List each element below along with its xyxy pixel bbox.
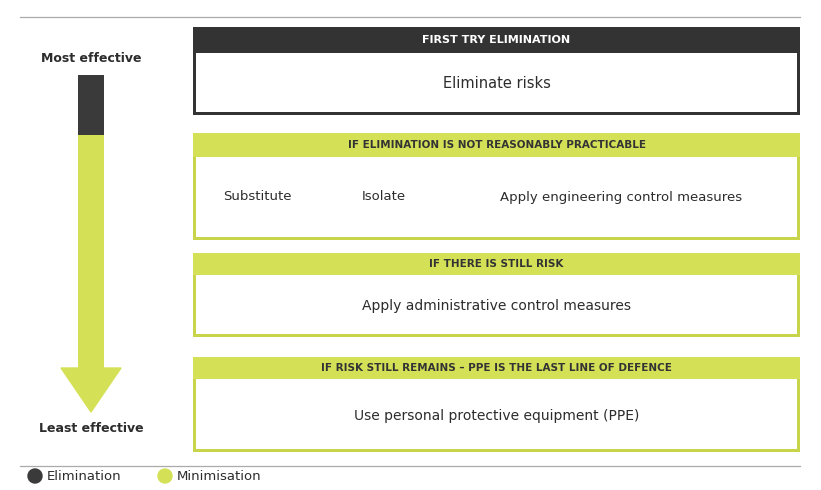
Bar <box>196 379 797 449</box>
Circle shape <box>158 469 172 483</box>
Polygon shape <box>61 368 121 412</box>
Text: Elimination: Elimination <box>47 469 122 483</box>
Text: FIRST TRY ELIMINATION: FIRST TRY ELIMINATION <box>423 35 571 45</box>
Bar <box>193 357 800 379</box>
Text: Minimisation: Minimisation <box>177 469 262 483</box>
Bar <box>196 275 797 334</box>
Text: Most effective: Most effective <box>41 52 141 65</box>
Text: IF ELIMINATION IS NOT REASONABLY PRACTICABLE: IF ELIMINATION IS NOT REASONABLY PRACTIC… <box>347 140 645 150</box>
Bar <box>78 135 104 368</box>
Bar <box>193 133 800 157</box>
Circle shape <box>28 469 42 483</box>
Text: Least effective: Least effective <box>39 422 144 435</box>
Bar <box>448 157 794 237</box>
Bar <box>322 157 446 237</box>
Bar <box>193 27 800 53</box>
Bar <box>193 253 800 275</box>
Bar <box>193 253 800 337</box>
Bar <box>196 53 797 112</box>
Bar <box>196 157 319 237</box>
Text: Substitute: Substitute <box>223 191 291 203</box>
Text: Apply engineering control measures: Apply engineering control measures <box>500 191 742 203</box>
Text: Isolate: Isolate <box>362 191 406 203</box>
Text: Use personal protective equipment (PPE): Use personal protective equipment (PPE) <box>354 409 640 422</box>
Bar <box>193 27 800 115</box>
Text: IF THERE IS STILL RISK: IF THERE IS STILL RISK <box>429 259 564 269</box>
Text: Apply administrative control measures: Apply administrative control measures <box>362 299 631 313</box>
Bar <box>78 75 104 135</box>
Bar <box>193 133 800 240</box>
Bar <box>196 157 797 237</box>
Text: Eliminate risks: Eliminate risks <box>443 76 550 92</box>
Bar <box>193 357 800 452</box>
Text: IF RISK STILL REMAINS – PPE IS THE LAST LINE OF DEFENCE: IF RISK STILL REMAINS – PPE IS THE LAST … <box>321 363 672 373</box>
